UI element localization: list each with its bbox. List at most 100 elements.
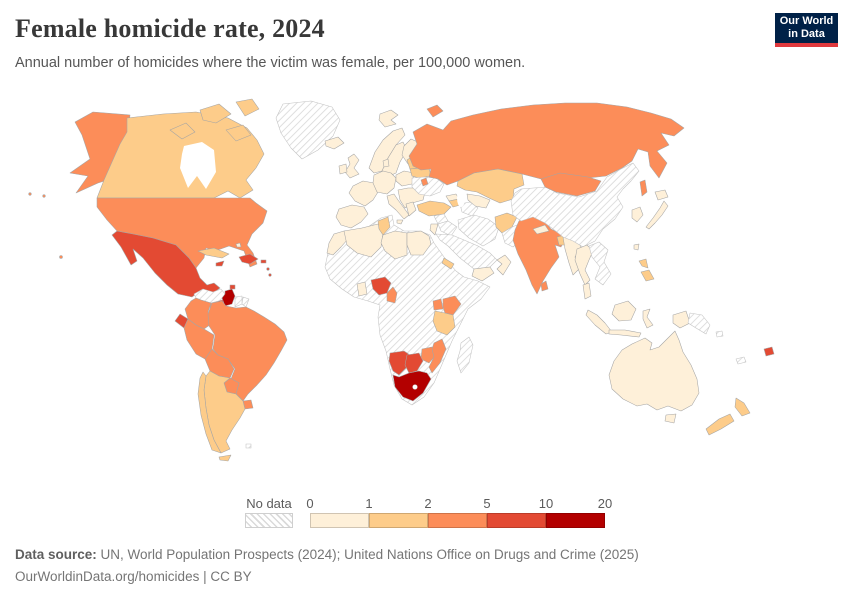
svalbard[interactable]	[378, 109, 399, 128]
falkland-islands[interactable]	[245, 443, 252, 449]
country-greece[interactable]	[405, 201, 417, 217]
country-ghana[interactable]	[356, 281, 368, 297]
country-uganda[interactable]	[432, 298, 444, 311]
country-mozambique[interactable]	[428, 338, 447, 374]
region-iberia[interactable]	[335, 204, 369, 229]
country-malaysia[interactable]	[582, 282, 592, 300]
country-iraq[interactable]	[437, 220, 458, 237]
region-jordan-israel[interactable]	[429, 223, 439, 236]
country-ukraine[interactable]	[411, 176, 445, 197]
country-lesotho[interactable]	[412, 384, 418, 390]
indonesia-sulawesi[interactable]	[642, 308, 654, 329]
tierra-del-fuego[interactable]	[218, 454, 232, 462]
country-mongolia[interactable]	[540, 172, 602, 197]
country-puerto-rico[interactable]	[260, 259, 267, 264]
country-iceland[interactable]	[324, 136, 345, 150]
legend-bin-10-20[interactable]	[546, 513, 605, 528]
country-turkey[interactable]	[416, 200, 452, 217]
country-guyana[interactable]	[221, 288, 236, 307]
country-norway[interactable]	[368, 127, 406, 174]
new-zealand-south-island[interactable]	[705, 413, 735, 436]
country-trinidad[interactable]	[229, 284, 236, 290]
region-central-europe[interactable]	[372, 170, 397, 195]
aleutian-islands[interactable]	[42, 194, 46, 198]
country-saudi-arabia[interactable]	[435, 233, 498, 270]
citation-line[interactable]: OurWorldinData.org/homicides | CC BY	[15, 569, 252, 584]
indonesia-west-papua[interactable]	[672, 310, 691, 329]
legend-bin-1-2[interactable]	[369, 513, 428, 528]
country-papua-new-guinea[interactable]	[687, 312, 711, 335]
hawaii-usa[interactable]	[59, 255, 63, 259]
country-tanzania[interactable]	[432, 310, 456, 336]
country-turkmenistan[interactable]	[459, 201, 479, 217]
country-botswana[interactable]	[404, 352, 424, 374]
no-data-swatch[interactable]	[245, 513, 293, 528]
region-vietnam-laos-cambodia[interactable]	[588, 241, 612, 286]
country-libya[interactable]	[380, 230, 408, 260]
country-algeria[interactable]	[343, 223, 384, 258]
country-peru[interactable]	[183, 318, 215, 360]
country-egypt[interactable]	[406, 230, 432, 256]
country-china[interactable]	[510, 162, 640, 248]
world-choropleth-map[interactable]	[0, 88, 850, 488]
country-canada[interactable]	[96, 111, 265, 199]
country-jamaica[interactable]	[215, 260, 225, 267]
country-greenland[interactable]	[275, 100, 341, 160]
country-ireland[interactable]	[338, 163, 348, 175]
indonesia-java[interactable]	[608, 329, 642, 338]
legend-bin-0-1[interactable]	[310, 513, 369, 528]
country-philippines-south[interactable]	[640, 269, 655, 282]
country-moldova[interactable]	[420, 177, 429, 187]
lesser-antilles[interactable]	[266, 267, 270, 271]
country-philippines-luzon[interactable]	[638, 258, 649, 269]
country-south-africa[interactable]	[392, 370, 432, 402]
africa-no-data-base[interactable]	[324, 214, 491, 406]
legend-bin-2-5[interactable]	[428, 513, 487, 528]
country-brazil[interactable]	[207, 300, 288, 402]
aleutian-islands[interactable]	[28, 192, 32, 196]
indonesia-borneo[interactable]	[611, 300, 637, 322]
country-namibia[interactable]	[388, 350, 411, 376]
new-caledonia[interactable]	[735, 356, 747, 365]
country-france[interactable]	[348, 180, 379, 207]
canadian-arctic-islands[interactable]	[235, 98, 260, 117]
new-zealand-north-island[interactable]	[734, 397, 751, 417]
country-taiwan[interactable]	[633, 243, 640, 251]
country-oman[interactable]	[496, 254, 512, 276]
canadian-arctic-islands[interactable]	[225, 124, 252, 142]
canadian-arctic-islands[interactable]	[199, 103, 232, 124]
country-denmark[interactable]	[382, 158, 390, 168]
country-japan-hokkaido[interactable]	[654, 189, 669, 201]
region-korea[interactable]	[631, 206, 644, 223]
lesser-antilles[interactable]	[268, 273, 272, 277]
country-sri-lanka[interactable]	[540, 280, 549, 292]
canadian-arctic-islands[interactable]	[169, 122, 196, 140]
country-suriname[interactable]	[234, 295, 243, 308]
country-russia[interactable]	[408, 102, 685, 186]
country-uzbekistan[interactable]	[466, 193, 491, 209]
sicily[interactable]	[396, 219, 404, 225]
legend-bin-5-10[interactable]	[487, 513, 546, 528]
country-bahamas[interactable]	[235, 242, 242, 248]
country-madagascar[interactable]	[456, 336, 474, 374]
novaya-zemlya[interactable]	[426, 104, 444, 118]
country-yemen[interactable]	[471, 266, 495, 282]
country-french-guiana[interactable]	[241, 296, 250, 308]
country-hispaniola[interactable]	[238, 253, 259, 265]
country-cameroon[interactable]	[386, 286, 398, 304]
country-australia[interactable]	[608, 330, 700, 412]
indonesia-sumatra[interactable]	[585, 309, 613, 335]
owid-logo[interactable]: Our World in Data	[775, 13, 838, 47]
country-iran[interactable]	[457, 214, 500, 247]
country-cuba[interactable]	[197, 247, 230, 259]
sakhalin[interactable]	[639, 179, 648, 197]
country-japan-honshu[interactable]	[645, 200, 669, 230]
country-chile[interactable]	[197, 371, 222, 454]
country-nepal[interactable]	[532, 224, 550, 235]
country-fiji[interactable]	[763, 346, 775, 357]
tasmania[interactable]	[664, 413, 677, 424]
legend-color-bar[interactable]	[310, 513, 605, 528]
country-eritrea[interactable]	[441, 257, 455, 270]
country-united-kingdom[interactable]	[344, 153, 360, 179]
country-tunisia[interactable]	[377, 216, 391, 236]
